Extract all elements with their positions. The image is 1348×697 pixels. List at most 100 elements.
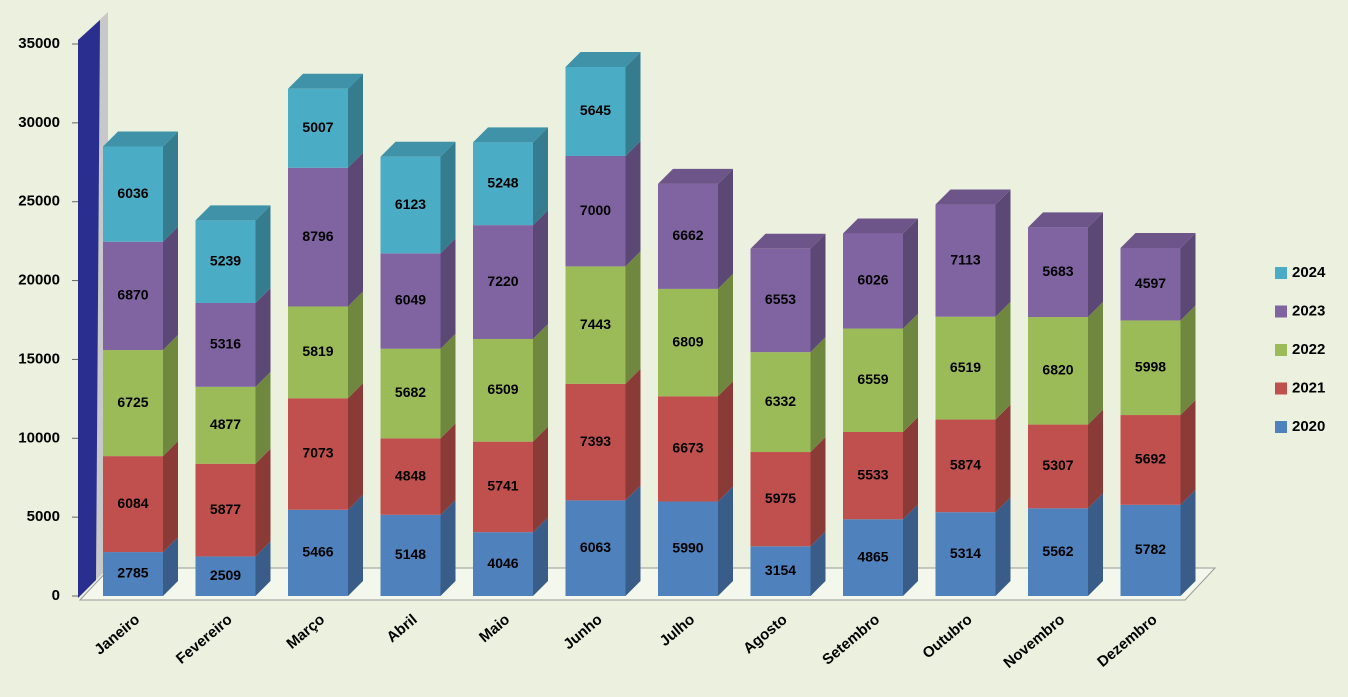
- data-label: 4848: [395, 467, 426, 483]
- legend-swatch: [1275, 344, 1287, 356]
- x-tick-label: Abril: [384, 611, 421, 646]
- data-label: 5533: [857, 466, 888, 482]
- bar: [1120, 415, 1181, 505]
- bar: [288, 509, 348, 596]
- bar-side: [440, 499, 456, 596]
- bar-side: [163, 131, 178, 242]
- data-label: 7443: [580, 316, 611, 332]
- bar: [565, 383, 626, 501]
- data-label: 6332: [765, 393, 796, 409]
- bar-side: [903, 218, 918, 329]
- bar-side: [163, 537, 178, 596]
- bar: [1028, 424, 1088, 509]
- x-tick-label: Dezembro: [1094, 611, 1160, 671]
- x-tick-label: Maio: [476, 611, 513, 646]
- bar: [103, 350, 163, 457]
- y-tick-label: 25000: [18, 193, 60, 210]
- side-wall: [78, 20, 100, 598]
- bar: [380, 253, 441, 349]
- bar-top: [843, 218, 918, 234]
- x-tick-label: Julho: [657, 611, 699, 650]
- bar-side: [995, 497, 1011, 596]
- data-label: 5148: [395, 546, 426, 562]
- bar-side: [255, 287, 271, 387]
- bar: [288, 306, 348, 399]
- data-label: 3154: [765, 562, 796, 578]
- bar-side: [533, 517, 548, 596]
- bar: [658, 501, 718, 596]
- bar-side: [348, 383, 363, 510]
- bar: [935, 316, 996, 420]
- bar-side: [1088, 493, 1103, 596]
- data-label: 2509: [210, 567, 241, 583]
- bar-top: [103, 131, 178, 147]
- bar-top: [658, 168, 733, 184]
- data-label: 2785: [117, 565, 148, 581]
- data-label: 5007: [302, 119, 333, 135]
- bar: [750, 352, 811, 453]
- bar: [658, 183, 718, 289]
- data-label: 5683: [1042, 263, 1073, 279]
- bar: [380, 348, 441, 439]
- bar-side: [440, 423, 456, 515]
- data-label: 7000: [580, 202, 611, 218]
- bar-top: [1028, 212, 1103, 228]
- data-label: 4877: [210, 416, 241, 432]
- bar-side: [1180, 400, 1196, 505]
- bar-top: [380, 141, 456, 157]
- data-label: 4046: [487, 555, 518, 571]
- bar-side: [348, 73, 363, 168]
- y-tick-label: 30000: [18, 114, 60, 131]
- bar-top: [565, 51, 641, 67]
- bar: [1028, 227, 1088, 318]
- bar: [1028, 508, 1088, 596]
- bar-side: [625, 51, 641, 156]
- data-label: 5307: [1042, 457, 1073, 473]
- bar: [380, 156, 441, 254]
- bar: [380, 514, 441, 596]
- bar: [935, 419, 996, 513]
- bar: [103, 146, 163, 242]
- bar: [750, 546, 811, 596]
- data-label: 7220: [487, 273, 518, 289]
- floor: [78, 567, 1217, 601]
- x-tick-label: Junho: [560, 611, 605, 653]
- legend-swatch: [1275, 421, 1287, 433]
- bar-top: [750, 233, 826, 249]
- bar: [473, 532, 533, 596]
- bar-side: [718, 168, 733, 289]
- bar-side: [1088, 409, 1103, 509]
- data-label: 4597: [1135, 275, 1166, 291]
- data-label: 5239: [210, 252, 241, 268]
- bar: [658, 396, 718, 502]
- bar-side: [533, 127, 548, 226]
- bar: [658, 288, 718, 397]
- bar-side: [348, 494, 363, 596]
- bar: [473, 441, 533, 533]
- data-label: 6026: [857, 272, 888, 288]
- bar: [1120, 504, 1181, 596]
- bar-side: [1088, 302, 1103, 425]
- x-tick-label: Novembro: [1000, 611, 1068, 672]
- bar-side: [718, 273, 733, 397]
- x-tick-label: Janeiro: [91, 611, 143, 658]
- legend-label: 2024: [1292, 264, 1326, 281]
- bar-side: [810, 233, 826, 353]
- data-label: 6509: [487, 381, 518, 397]
- bar: [103, 552, 163, 596]
- data-label: 5990: [672, 539, 703, 555]
- data-label: 5314: [950, 545, 981, 561]
- bar-top: [473, 127, 548, 143]
- bar: [103, 456, 163, 553]
- bar-side: [903, 417, 918, 520]
- bar: [195, 463, 256, 557]
- bar: [195, 220, 256, 303]
- data-label: 6049: [395, 292, 426, 308]
- legend-label: 2021: [1292, 379, 1325, 396]
- data-label: 5645: [580, 102, 611, 118]
- data-label: 5692: [1135, 451, 1166, 467]
- bar-top: [288, 73, 363, 89]
- x-tick-label: Outubro: [919, 611, 975, 662]
- legend-swatch: [1275, 305, 1287, 318]
